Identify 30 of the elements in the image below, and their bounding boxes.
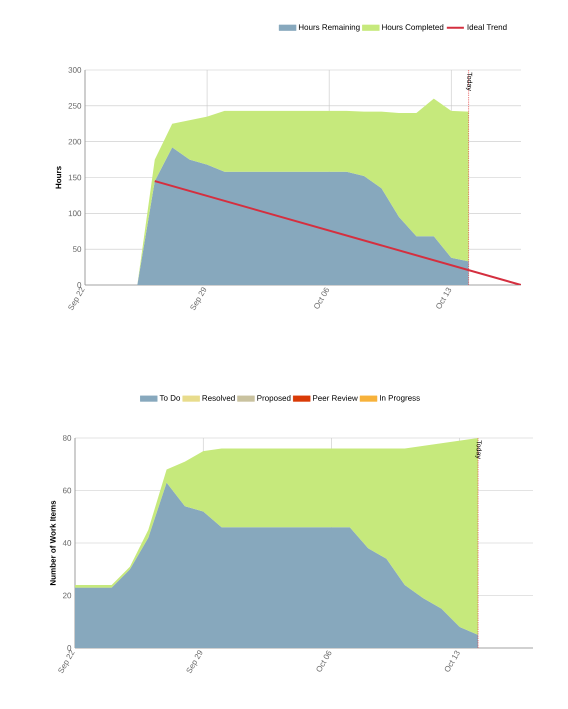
y-tick-label: 20	[62, 592, 72, 598]
x-tick-label: Sep 29	[186, 650, 202, 674]
y-tick-label: 50	[72, 246, 82, 252]
legend-label: In Progress	[380, 395, 420, 402]
x-tick-label: Oct 13	[436, 288, 452, 309]
y-tick-label: 150	[68, 174, 82, 180]
x-tick-label: Sep 22	[58, 650, 75, 674]
y-axis-title: Hours	[56, 166, 62, 189]
x-tick-label: Sep 29	[190, 287, 206, 310]
legend-label: To Do	[160, 395, 180, 401]
legend-label: Ideal Trend	[468, 24, 507, 30]
legend-label: Hours Completed	[382, 24, 444, 32]
legend-label: Peer Review	[313, 394, 358, 401]
y-axis-title: Number of Work Items	[50, 500, 56, 586]
y-tick-label: 0	[77, 282, 82, 288]
legend-label: Hours Remaining	[298, 24, 360, 32]
y-tick-label: 60	[62, 488, 72, 494]
y-tick-label: 0	[67, 645, 72, 651]
x-tick-label: Oct 06	[314, 288, 330, 309]
x-tick-label: Sep 22	[68, 287, 85, 310]
legend-label: Resolved	[202, 394, 235, 401]
y-tick-label: 250	[68, 103, 82, 109]
x-tick-label: Oct 13	[444, 650, 460, 672]
y-tick-label: 200	[68, 138, 82, 144]
y-tick-label: 80	[62, 435, 72, 441]
y-tick-label: 300	[68, 67, 82, 73]
y-tick-label: 40	[62, 540, 72, 546]
y-tick-label: 100	[68, 210, 82, 216]
legend-label: Proposed	[257, 394, 290, 402]
x-tick-label: Oct 06	[316, 650, 332, 672]
